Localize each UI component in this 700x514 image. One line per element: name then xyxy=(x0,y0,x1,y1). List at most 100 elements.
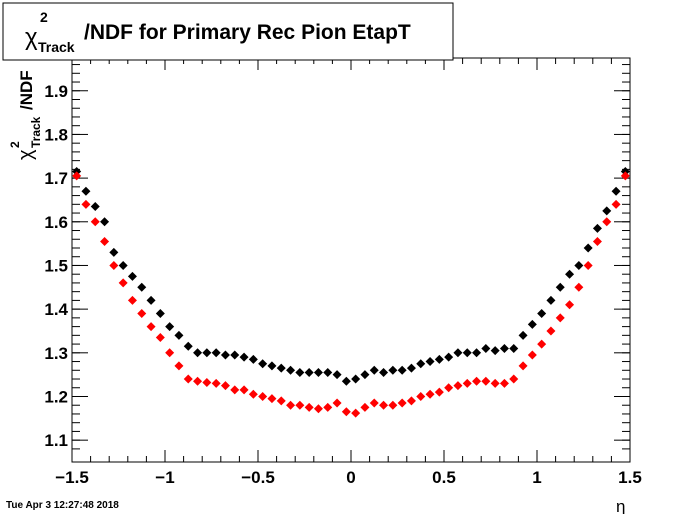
point xyxy=(444,383,454,393)
point xyxy=(202,348,212,358)
point xyxy=(518,361,528,371)
point xyxy=(137,282,147,292)
point xyxy=(332,370,342,380)
point xyxy=(304,367,314,377)
title-symbol: χ xyxy=(25,24,38,51)
point xyxy=(379,400,389,410)
point xyxy=(565,269,575,279)
point xyxy=(453,348,463,358)
point xyxy=(574,260,584,270)
point xyxy=(165,322,175,332)
point xyxy=(100,217,110,227)
point xyxy=(351,374,361,384)
point xyxy=(369,365,379,375)
point xyxy=(555,282,565,292)
point xyxy=(109,247,119,257)
point xyxy=(276,363,286,373)
point xyxy=(462,378,472,388)
point xyxy=(472,348,482,358)
point xyxy=(425,357,435,367)
point xyxy=(360,402,370,412)
x-axis-label: η xyxy=(616,497,625,514)
point xyxy=(81,186,91,196)
point xyxy=(583,243,593,253)
point xyxy=(193,348,203,358)
y-tick-label: 1.5 xyxy=(44,256,68,275)
point xyxy=(258,391,268,401)
point xyxy=(211,348,221,358)
point xyxy=(481,376,491,386)
title-box xyxy=(2,2,454,61)
point xyxy=(248,389,258,399)
point xyxy=(276,396,286,406)
point xyxy=(155,333,165,343)
point xyxy=(118,278,128,288)
point xyxy=(313,367,323,377)
point xyxy=(509,374,519,384)
x-tick-label: 1 xyxy=(532,468,541,487)
point xyxy=(286,365,296,375)
point xyxy=(267,361,277,371)
point xyxy=(509,343,519,353)
y-tick-label: 1.2 xyxy=(44,387,68,406)
point xyxy=(183,374,193,384)
point xyxy=(146,322,156,332)
y-tick-label: 1.9 xyxy=(44,82,68,101)
point xyxy=(397,398,407,408)
point xyxy=(388,400,398,410)
point xyxy=(127,295,137,305)
title-sup: 2 xyxy=(40,9,48,25)
point xyxy=(109,260,119,270)
point xyxy=(574,282,584,292)
point xyxy=(592,223,602,233)
point xyxy=(323,367,333,377)
marks: −1.5 −1 −0.5 0 0.5 1 1.5 1.1 1.2 1.3 1.4 1.5 1.6 1.7 1… xyxy=(44,58,642,487)
point xyxy=(453,381,463,391)
y-tick-label: 1.4 xyxy=(44,300,68,319)
y-tick-label: 1.6 xyxy=(44,213,68,232)
y-tick-label: 1.3 xyxy=(44,344,68,363)
point xyxy=(183,341,193,351)
point xyxy=(286,400,296,410)
point xyxy=(434,354,444,364)
point xyxy=(220,381,230,391)
point xyxy=(620,171,630,181)
point xyxy=(295,367,305,377)
y-tick-label: 1.8 xyxy=(44,125,68,144)
point xyxy=(127,271,137,281)
point xyxy=(211,378,221,388)
point xyxy=(239,385,249,395)
title-sub: Track xyxy=(38,39,75,55)
point xyxy=(137,309,147,319)
point xyxy=(193,376,203,386)
x-tick-label: −0.5 xyxy=(241,468,275,487)
point xyxy=(230,385,240,395)
point xyxy=(118,260,128,270)
x-tick-label: 0 xyxy=(346,468,355,487)
point xyxy=(425,389,435,399)
title-rest: /NDF for Primary Rec Pion EtapT xyxy=(84,21,411,44)
point xyxy=(248,354,258,364)
point xyxy=(406,396,416,406)
point xyxy=(230,350,240,360)
point xyxy=(537,339,547,349)
point xyxy=(434,387,444,397)
point xyxy=(546,295,556,305)
x-tick-label: 1.5 xyxy=(618,468,642,487)
point xyxy=(499,378,509,388)
point xyxy=(481,343,491,353)
point xyxy=(472,376,482,386)
y-label-sub: Track xyxy=(29,116,43,148)
y-tick-label: 1.1 xyxy=(44,431,68,450)
x-tick-label: 0.5 xyxy=(432,468,456,487)
y-label-sup: 2 xyxy=(8,141,22,148)
point xyxy=(313,404,323,414)
point xyxy=(202,378,212,388)
point xyxy=(81,199,91,209)
point xyxy=(369,398,379,408)
point xyxy=(341,376,351,386)
point xyxy=(555,313,565,323)
point xyxy=(490,378,500,388)
point xyxy=(146,295,156,305)
